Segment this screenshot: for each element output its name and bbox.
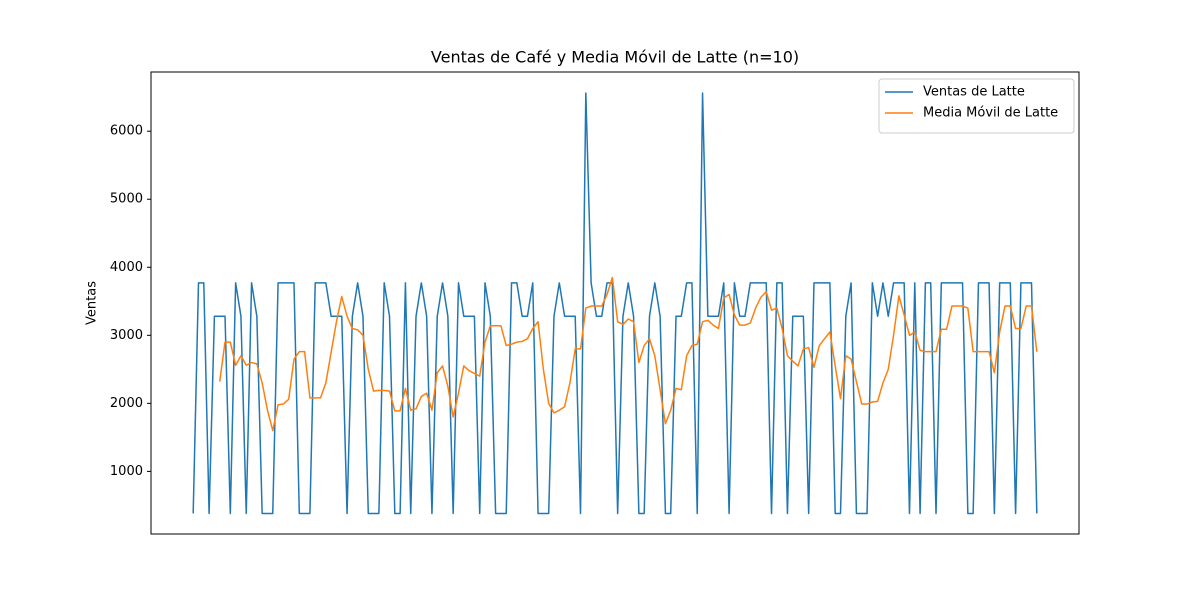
chart-title: Ventas de Café y Media Móvil de Latte (n… — [431, 48, 799, 67]
plot-frame — [150, 71, 1080, 535]
y-tick-label: 6000 — [110, 124, 143, 139]
legend-label: Ventas de Latte — [923, 85, 1025, 100]
y-tick-label: 3000 — [110, 328, 143, 343]
y-tick-label: 5000 — [110, 192, 143, 207]
legend-label: Media Móvil de Latte — [923, 106, 1058, 121]
legend-box — [878, 78, 1075, 134]
y-axis-label: Ventas — [85, 281, 100, 325]
y-tick-label: 2000 — [110, 396, 143, 411]
data-line — [192, 92, 1038, 515]
y-tick-label: 4000 — [110, 260, 143, 275]
y-tick-label: 1000 — [110, 464, 143, 479]
data-line — [218, 276, 1038, 432]
